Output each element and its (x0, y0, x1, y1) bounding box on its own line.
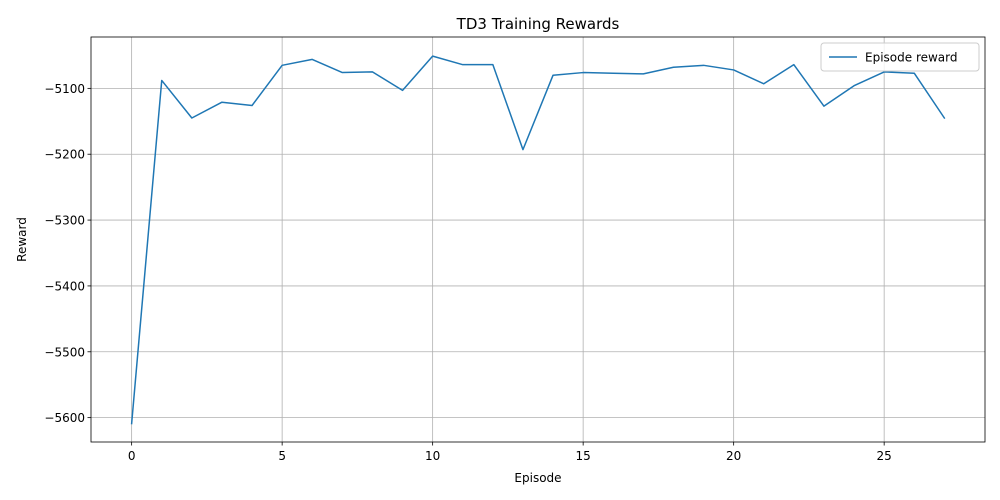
y-tick-label: −5500 (44, 345, 85, 359)
legend: Episode reward (820, 42, 980, 72)
x-tick-label: 0 (128, 449, 136, 463)
x-axis-ticks: 0 5 10 15 20 25 (128, 442, 892, 463)
x-axis-label: Episode (514, 471, 561, 485)
y-tick-label: −5400 (44, 279, 85, 293)
grid-lines (91, 37, 985, 442)
plot-frame (90, 36, 986, 443)
series-group (130, 55, 946, 425)
series-line-episode-reward (130, 55, 946, 425)
x-tick-label: 10 (425, 449, 440, 463)
chart-title: TD3 Training Rewards (456, 15, 620, 33)
x-tick-label: 15 (576, 449, 591, 463)
y-axis-ticks: −5600 −5500 −5400 −5300 −5200 −5100 (44, 82, 91, 425)
y-axis-label: Reward (15, 217, 29, 262)
x-tick-label: 20 (726, 449, 741, 463)
y-tick-label: −5300 (44, 214, 85, 228)
y-tick-label: −5600 (44, 411, 85, 425)
y-tick-label: −5100 (44, 82, 85, 96)
x-tick-label: 5 (278, 449, 286, 463)
legend-box (820, 42, 980, 72)
y-tick-label: −5200 (44, 148, 85, 162)
plot-area (91, 37, 985, 442)
legend-label-episode-reward: Episode reward (865, 51, 958, 65)
x-tick-label: 25 (877, 449, 892, 463)
